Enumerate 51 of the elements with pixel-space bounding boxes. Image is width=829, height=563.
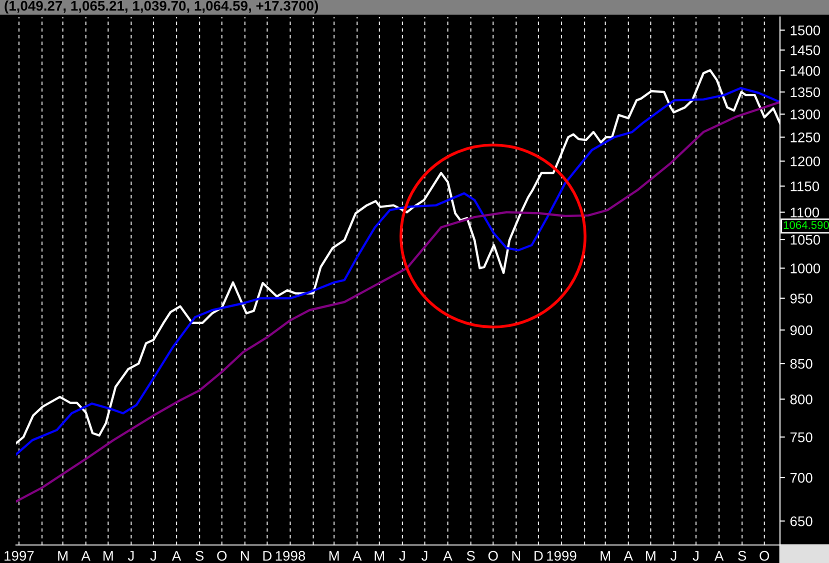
x-tick-label: N — [241, 551, 249, 561]
y-tick-label: 1250 — [790, 132, 820, 142]
x-tick-label: A — [714, 551, 724, 561]
text: 1064.590 — [784, 221, 829, 229]
x-tick-label: A — [352, 551, 362, 561]
y-tick-label: 700 — [790, 472, 812, 483]
y-tick-label: 850 — [790, 358, 812, 369]
y-tick-label: 650 — [790, 516, 812, 526]
y-tick-label: 1450 — [790, 45, 820, 56]
y-tick-label: 1000 — [790, 264, 820, 274]
y-tick-label: 1150 — [790, 181, 820, 192]
x-tick-label: J — [399, 551, 405, 561]
y-tick-label: 1100 — [790, 208, 820, 218]
x-tick-label: O — [217, 550, 227, 561]
x-tick-label: M — [600, 551, 610, 561]
x-tick-label: 1998 — [276, 550, 306, 561]
x-tick-label: A — [172, 551, 182, 561]
x-tick-label: J — [150, 551, 156, 561]
x-tick-label: J — [692, 551, 698, 561]
y-tick-label: 750 — [790, 432, 812, 442]
x-tick-label: 1997 — [4, 550, 34, 561]
y-tick-label: 1400 — [790, 66, 820, 76]
x-tick-label: J — [128, 551, 134, 561]
x-tick-label: 1999 — [547, 550, 576, 561]
chart-title: (1,049.27, 1,065.21, 1,039.70, 1,064.59, +17.3700) — [4, 0, 318, 14]
x-tick-label: M — [374, 551, 384, 561]
x-tick-label: M — [329, 551, 339, 561]
y-tick-label: 900 — [790, 325, 812, 336]
y-tick-label: 1300 — [790, 109, 820, 120]
x-tick-label: S — [466, 550, 475, 561]
x-tick-label: A — [624, 551, 633, 561]
y-tick-label: 1350 — [790, 87, 820, 98]
x-tick-label: S — [196, 550, 204, 561]
x-tick-label: J — [422, 551, 428, 561]
x-tick-label: D — [534, 551, 543, 561]
y-tick-label: 950 — [790, 294, 812, 304]
x-tick-label: M — [104, 551, 113, 561]
x-tick-label: O — [760, 550, 770, 561]
x-tick-label: A — [443, 551, 452, 561]
y-tick-label: 1050 — [790, 234, 820, 245]
x-tick-label: J — [670, 551, 676, 561]
x-tick-label: A — [81, 551, 90, 561]
x-tick-label: N — [512, 551, 520, 561]
x-tick-label: S — [738, 550, 746, 561]
x-tick-label: M — [646, 551, 656, 561]
y-tick-label: 1500 — [790, 25, 820, 36]
y-tick-label: 800 — [790, 394, 812, 404]
x-tick-label: D — [263, 551, 272, 561]
x-tick-label: O — [488, 550, 498, 561]
x-tick-label: M — [58, 551, 68, 561]
y-tick-label: 1200 — [790, 156, 820, 166]
